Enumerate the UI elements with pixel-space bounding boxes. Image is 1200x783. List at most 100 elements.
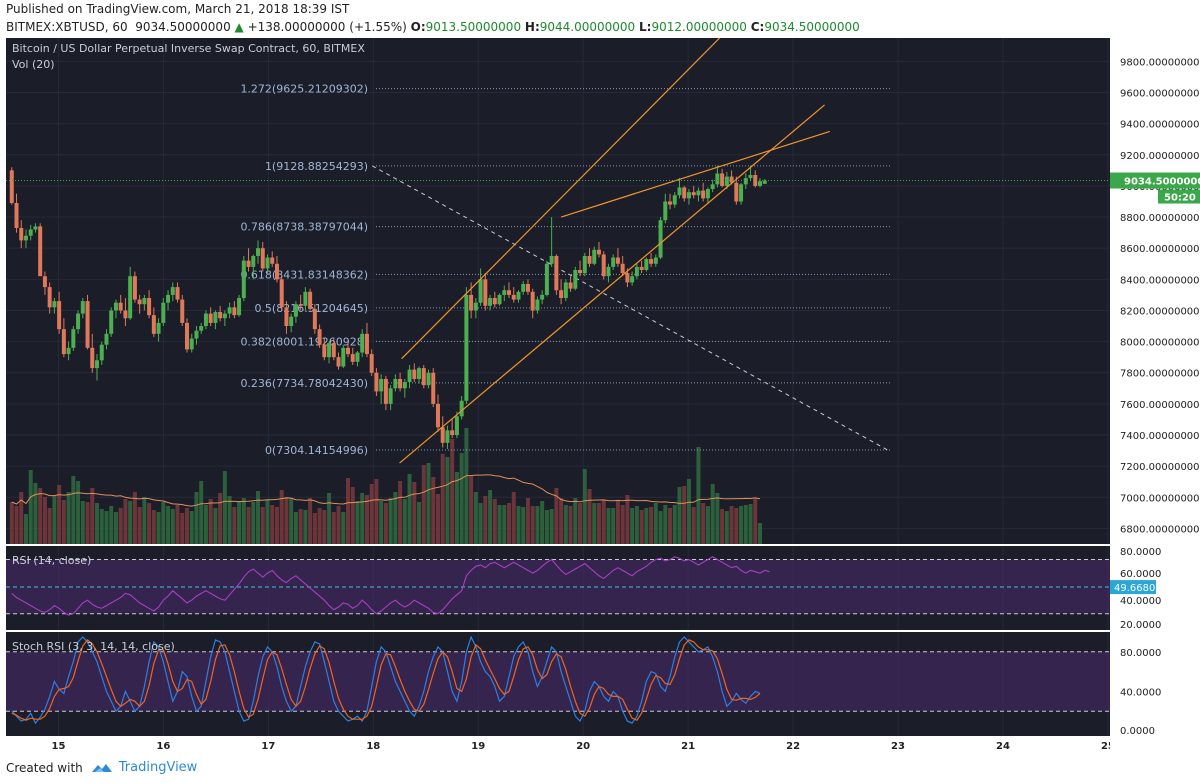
volume-bar: [213, 508, 218, 544]
price-tick-label: 6800.00000000: [1120, 524, 1200, 535]
candle-body: [596, 249, 601, 255]
volume-bar: [544, 510, 549, 544]
candle-body: [620, 263, 625, 274]
candle-body: [14, 203, 19, 228]
volume-bar: [369, 484, 374, 544]
up-arrow-icon: ▲: [234, 20, 244, 34]
candle-body: [402, 382, 407, 389]
volume-bar: [459, 453, 464, 544]
volume-bar: [42, 497, 47, 544]
volume-bar: [421, 465, 426, 544]
candle-body: [317, 329, 322, 345]
volume-bar: [222, 471, 227, 544]
candle-body: [237, 298, 242, 316]
volume-bar: [232, 507, 237, 544]
time-tick-label: 15: [52, 741, 66, 752]
candle-body: [151, 315, 156, 334]
candle-body: [705, 189, 710, 199]
candle-body: [630, 276, 635, 283]
tradingview-brand[interactable]: TradingView: [118, 760, 198, 775]
volume-bar: [530, 506, 535, 544]
stoch-axis[interactable]: 80.0000 40.0000 0.0000: [1110, 632, 1200, 736]
volume-bar: [203, 505, 208, 544]
candle-body: [559, 290, 564, 299]
rsi-value-tag: [1110, 580, 1156, 595]
time-axis-svg: 15 16 17 18 19 20 21 22 23 24 25: [52, 741, 1110, 752]
time-axis[interactable]: 15 16 17 18 19 20 21 22 23 24 25: [6, 736, 1110, 756]
time-tick-label: 23: [891, 741, 905, 752]
candle-body: [454, 416, 459, 436]
volume-bar: [364, 495, 369, 544]
candle-body: [440, 427, 445, 443]
stoch-axis-svg: 80.0000 40.0000 0.0000: [1120, 648, 1161, 736]
volume-bar: [383, 503, 388, 544]
candle-body: [672, 195, 677, 205]
volume-bar: [184, 508, 189, 544]
main-title: Bitcoin / US Dollar Perpetual Inverse Sw…: [12, 42, 365, 55]
volume-bar: [142, 497, 147, 544]
volume-bar: [194, 492, 199, 544]
candle-body: [308, 291, 313, 309]
volume-bar: [80, 501, 85, 544]
volume-bar: [312, 513, 317, 544]
volume-bar: [511, 492, 516, 544]
volume-bar: [28, 470, 33, 544]
candle-body: [573, 269, 578, 289]
volume-bar: [734, 508, 739, 544]
stoch-tick-label: 0.0000: [1120, 726, 1155, 736]
volume-bar: [38, 488, 43, 544]
price-change: +138.00000000 (+1.55%): [247, 20, 407, 34]
candle-body: [724, 176, 729, 186]
candle-body: [511, 294, 516, 300]
volume-bar: [525, 498, 530, 544]
rsi-panel[interactable]: RSI (14, close): [6, 546, 1110, 630]
volume-bar: [587, 489, 592, 544]
candle-body: [639, 266, 644, 270]
rsi-axis[interactable]: 80.0000 60.0000 40.0000 20.0000 49.6680: [1110, 546, 1200, 630]
candle-body: [293, 304, 298, 317]
candle-body: [464, 294, 469, 401]
price-axis[interactable]: 9800.00000000 9600.00000000 9400.00000000 9…: [1110, 38, 1200, 544]
volume-bar: [109, 506, 114, 544]
price-panel[interactable]: 1.272(9625.21209302) 1(9128.88254293) 0.78…: [6, 38, 1110, 544]
volume-bar: [540, 501, 545, 544]
candle-body: [525, 283, 530, 292]
candle-body: [540, 294, 545, 300]
last-price-tag: [1110, 172, 1200, 189]
volume-bar: [298, 509, 303, 544]
candle-body: [170, 287, 175, 295]
rsi-chart[interactable]: [6, 546, 1110, 630]
candle-body: [274, 263, 279, 280]
volume-bar: [407, 474, 412, 544]
volume-bar: [696, 447, 701, 544]
candle-body: [90, 347, 95, 369]
candle-body: [303, 291, 308, 306]
volume-bar: [151, 510, 156, 544]
fib-level-label: 0.236(7734.78042430): [240, 377, 368, 390]
volume-bar: [19, 492, 24, 544]
volume-bar: [596, 503, 601, 544]
candle-body: [61, 329, 66, 355]
candle-body: [649, 259, 654, 264]
countdown-tag-label: 50:20: [1164, 193, 1196, 204]
stoch-rsi-chart[interactable]: [6, 632, 1110, 736]
candle-body: [739, 184, 744, 202]
candle-body: [184, 322, 189, 350]
volume-bar: [554, 488, 559, 544]
volume-bar: [137, 507, 142, 544]
candle-body: [322, 344, 327, 358]
volume-bar: [473, 492, 478, 544]
fib-level-label: 0.382(8001.19260928): [240, 335, 368, 348]
volume-bar: [317, 508, 322, 544]
volume-bar: [180, 513, 185, 544]
price-chart[interactable]: 1.272(9625.21209302) 1(9128.88254293) 0.78…: [6, 38, 1110, 544]
channel-line: [560, 130, 830, 218]
time-tick-label: 20: [576, 741, 590, 752]
candle-body: [312, 308, 317, 330]
stoch-rsi-panel[interactable]: Stoch RSI (3, 3, 14, 14, close): [6, 632, 1110, 736]
volume-bar: [634, 506, 639, 544]
candle-body: [544, 263, 549, 295]
volume-bar: [90, 488, 95, 544]
volume-bar: [521, 507, 526, 544]
rsi-tick-label: 80.0000: [1120, 547, 1161, 558]
